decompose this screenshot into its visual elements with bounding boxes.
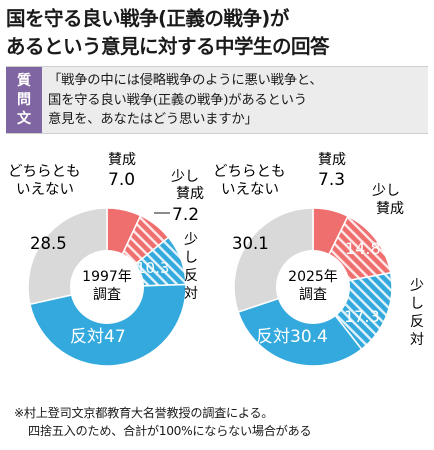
pie-1997-neutral-value: 28.5: [30, 234, 67, 253]
pie-2025-agree-value: 7.3: [318, 170, 345, 190]
pie-2025-slice-disagree: [237, 286, 363, 367]
pie-1997-somewhat-agree-value: 7.2: [172, 205, 199, 225]
pie-2025-somewhat-agree-value: 14.8: [345, 239, 381, 258]
footnote-line-1: ※村上登司文京都教育大名誉教授の調査による。: [14, 406, 274, 420]
pie-2025-somewhat-agree-name-1: 少し: [372, 183, 400, 199]
chart-title: 国を守る良い戦争(正義の戦争)が あるという意見に対する中学生の回答: [6, 5, 430, 61]
pie-1997-somewhat-disagree-name-1: 少: [184, 232, 198, 248]
pie-1997: 1997年 調査 どちらとも いえない 28.5 賛成 7.0 少し 賛成 7.…: [8, 152, 204, 367]
pie-1997-disagree-label: 反対47: [70, 327, 126, 347]
pie-1997-hole: [70, 250, 144, 324]
question-line-1: 「戦争の中には侵略戦争のように悪い戦争と、: [48, 73, 323, 88]
question-label-char-3: 文: [17, 110, 31, 127]
pie-1997-center-year: 1997年: [82, 269, 132, 285]
title-line-2: あるという意見に対する中学生の回答: [6, 35, 330, 58]
pie-1997-somewhat-agree-name-2: 賛成: [176, 186, 204, 202]
question-label-char-1: 質: [17, 72, 31, 89]
pie-1997-agree-value: 7.0: [108, 170, 135, 190]
pie-2025-somewhat-disagree-name-4: 対: [410, 332, 424, 348]
pie-2025-neutral-value: 30.1: [232, 234, 269, 253]
pie-2025-agree-name: 賛成: [318, 152, 346, 168]
pie-2025-disagree-label: 反対30.4: [256, 327, 328, 347]
pie-2025-somewhat-disagree-value: 17.3: [344, 307, 380, 326]
pie-2025: 2025年 調査 どちらとも いえない 30.1 賛成 7.3 少し 賛成 14…: [213, 152, 424, 367]
pie-2025-center-survey: 調査: [299, 287, 327, 303]
pie-2025-somewhat-disagree-name-3: 反: [410, 314, 424, 330]
pie-1997-somewhat-agree-name-1: 少し: [171, 169, 199, 185]
pie-2025-somewhat-agree-name-2: 賛成: [376, 201, 404, 217]
pie-2025-hole: [276, 250, 350, 324]
footnote: ※村上登司文京都教育大名誉教授の調査による。 四捨五入のため、合計が100%にな…: [14, 404, 312, 440]
pie-2025-somewhat-disagree-name-1: 少: [410, 278, 424, 294]
pie-1997-neutral-name-1: どちらとも: [8, 163, 81, 180]
pie-1997-somewhat-disagree-value: 10.3: [136, 259, 169, 277]
pie-2025-neutral-name-1: どちらとも: [213, 163, 286, 180]
pie-1997-somewhat-disagree-name-4: 対: [184, 286, 198, 302]
question-box: 質 問 文 「戦争の中には侵略戦争のように悪い戦争と、 国を守る良い戦争(正義の…: [6, 66, 428, 134]
pie-1997-agree-name: 賛成: [108, 152, 136, 168]
pie-1997-slice-disagree: [29, 283, 187, 367]
pie-2025-somewhat-disagree-name-2: し: [410, 296, 424, 312]
question-text: 「戦争の中には侵略戦争のように悪い戦争と、 国を守る良い戦争(正義の戦争)がある…: [48, 71, 424, 130]
pie-1997-somewhat-disagree-name-3: 反: [184, 268, 198, 284]
pie-2025-neutral-name-2: いえない: [221, 181, 279, 198]
question-label-char-2: 問: [17, 91, 31, 108]
question-label: 質 問 文: [6, 67, 42, 133]
footnote-line-2: 四捨五入のため、合計が100%にならない場合がある: [28, 424, 312, 438]
question-line-3: 意見を、あなたはどう思いますか」: [48, 112, 258, 127]
question-line-2: 国を守る良い戦争(正義の戦争)があるという: [48, 92, 307, 108]
pie-1997-somewhat-disagree-name-2: し: [184, 250, 198, 266]
pie-1997-neutral-name-2: いえない: [16, 181, 74, 198]
pie-2025-center-year: 2025年: [288, 269, 338, 285]
title-line-1: 国を守る良い戦争(正義の戦争)が: [6, 7, 289, 30]
pie-1997-center-survey: 調査: [93, 287, 121, 303]
